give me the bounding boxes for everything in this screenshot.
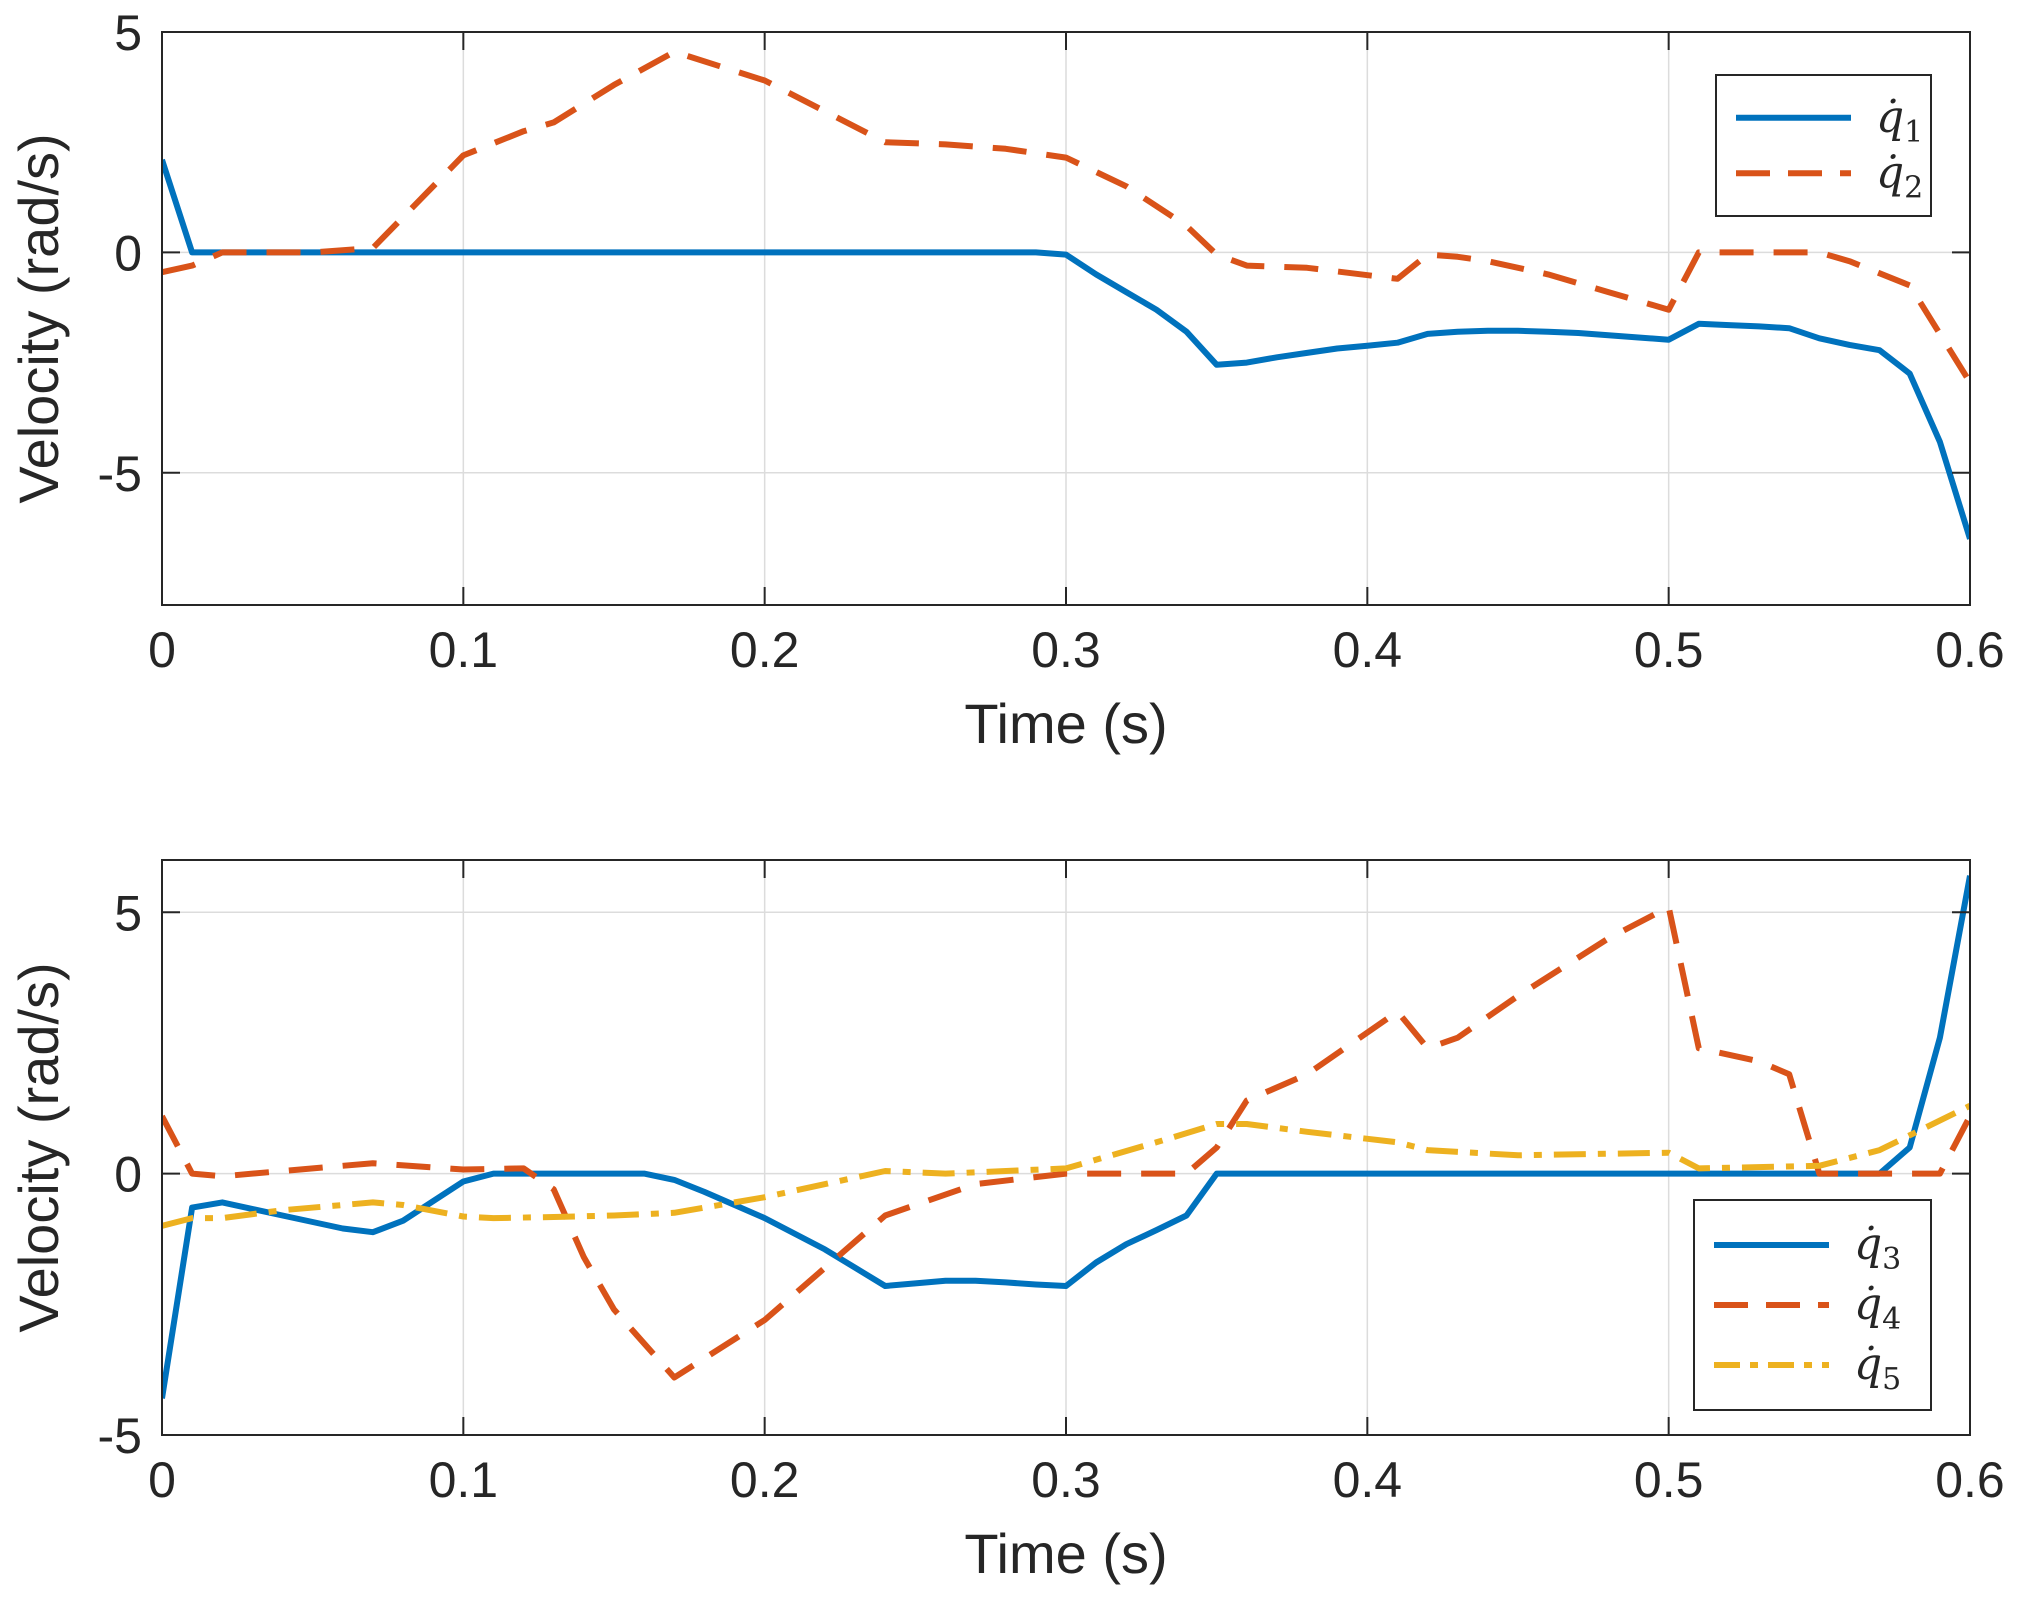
legend-label-3: q̇3 [1854,1219,1901,1277]
x-tick-label: 0.3 [1031,1452,1101,1508]
legend-label-2: q̇2 [1876,147,1923,205]
x-tick-label: 0.6 [1935,1452,2005,1508]
legend-label-1: q̇1 [1876,92,1923,150]
x-tick-label: 0 [148,1452,176,1508]
y-axis-label: Velocity (rad/s) [7,133,70,503]
chart-1: 0 0.1 0.2 0.3 0.4 0.5 0.6 -5 0 5 Time (s) Velocity … [7,5,2005,755]
legend: q̇1q̇2 [1715,74,1932,217]
x-tick-label: 0.2 [730,1452,800,1508]
x-axis-label: Time (s) [964,692,1167,755]
x-tick-label: 0.4 [1333,622,1403,678]
y-axis-label: Velocity (rad/s) [7,962,70,1332]
legend-box [1715,74,1932,217]
x-tick-label: 0.1 [429,1452,499,1508]
series-line-3 [162,875,1970,1399]
series-line-1 [162,158,1970,540]
x-tick-label: 0.4 [1333,1452,1403,1508]
series-line-4 [162,904,1970,1381]
legend: q̇3q̇4q̇5 [1693,1199,1932,1411]
y-tick-label: 5 [114,5,142,61]
legend-label-4: q̇4 [1854,1279,1901,1337]
series-line-2 [162,48,1970,384]
legend-label-5: q̇5 [1854,1339,1901,1397]
x-tick-label: 0.5 [1634,622,1704,678]
y-tick-label: 0 [114,1147,142,1203]
y-tick-label: -5 [98,1408,142,1464]
x-tick-label: 0.3 [1031,622,1101,678]
x-tick-label: 0.1 [429,622,499,678]
y-tick-label: 0 [114,225,142,281]
x-tick-label: 0 [148,622,176,678]
series-line-5 [162,1103,1970,1229]
y-tick-label: 5 [114,885,142,941]
x-tick-label: 0.5 [1634,1452,1704,1508]
x-tick-label: 0.6 [1935,622,2005,678]
y-tick-label: -5 [98,446,142,502]
x-tick-label: 0.2 [730,622,800,678]
x-axis-label: Time (s) [964,1522,1167,1585]
